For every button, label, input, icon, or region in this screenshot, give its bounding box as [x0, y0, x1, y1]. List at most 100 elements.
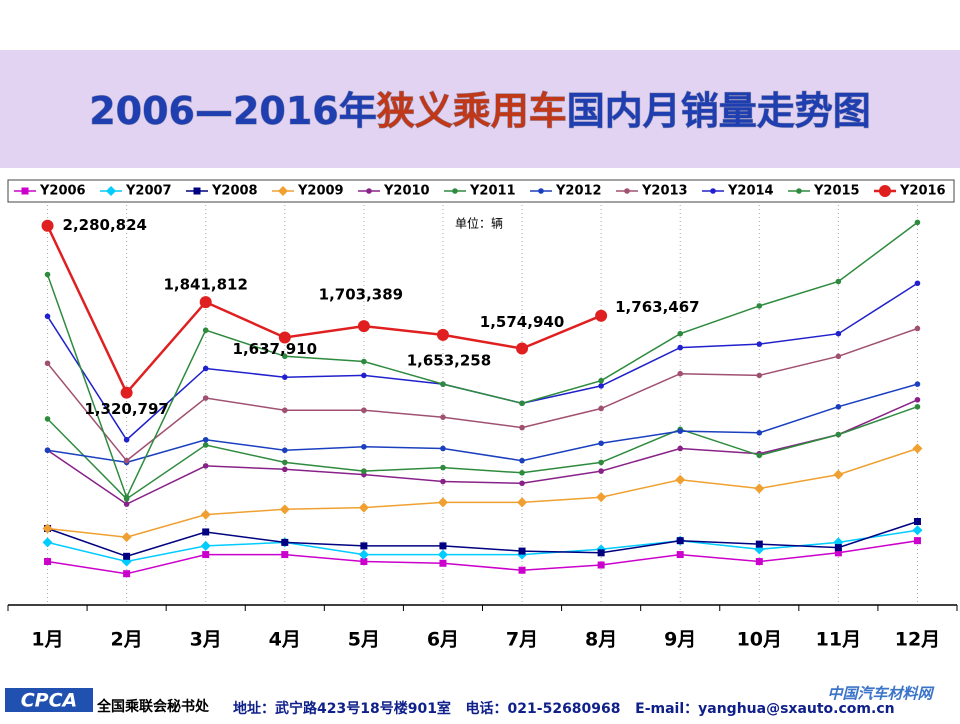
data-label: 1,574,940	[480, 313, 564, 331]
marker	[755, 540, 763, 548]
legend-label: Y2011	[469, 184, 516, 199]
legend-marker	[452, 188, 458, 194]
marker	[439, 542, 447, 550]
legend-marker	[796, 188, 802, 194]
unit-label: 单位：辆	[455, 216, 503, 231]
marker	[360, 542, 368, 550]
legend-label: Y2006	[39, 184, 86, 199]
data-label: 1,763,467	[615, 298, 699, 316]
marker	[519, 470, 525, 476]
logo: CPCA	[21, 690, 78, 712]
marker	[914, 381, 921, 387]
x-tick-label: 9月	[664, 629, 696, 651]
marker	[676, 551, 684, 559]
marker	[437, 497, 448, 508]
marker	[199, 296, 212, 309]
marker	[676, 537, 684, 545]
marker	[281, 538, 289, 546]
title-part: 国内月销量走势图	[567, 89, 871, 133]
x-tick-label: 2月	[111, 629, 143, 651]
x-tick-label: 7月	[506, 629, 538, 651]
marker	[754, 483, 765, 494]
series-line	[47, 399, 918, 505]
marker	[123, 501, 130, 507]
marker	[835, 330, 842, 337]
marker	[44, 416, 51, 422]
marker	[598, 440, 604, 447]
series-line	[46, 225, 602, 395]
marker	[675, 474, 686, 485]
series	[42, 443, 923, 543]
marker	[914, 280, 921, 287]
marker	[756, 430, 763, 436]
data-label: 2,280,824	[63, 216, 147, 234]
x-tick-label: 4月	[269, 629, 301, 651]
series	[44, 403, 921, 502]
marker	[914, 325, 921, 332]
series-line	[46, 221, 918, 500]
marker	[123, 552, 131, 560]
legend-label: Y2013	[641, 184, 688, 199]
x-tick-label: 5月	[348, 629, 380, 651]
marker	[361, 443, 367, 450]
marker	[202, 327, 209, 334]
marker	[835, 353, 842, 360]
x-tick-label: 3月	[190, 629, 222, 651]
marker	[44, 558, 52, 566]
marker	[596, 492, 607, 503]
marker	[437, 549, 448, 560]
marker	[200, 509, 211, 520]
marker	[756, 452, 763, 459]
legend-label: Y2010	[383, 184, 430, 199]
marker	[42, 537, 53, 548]
marker	[440, 445, 446, 452]
legend-marker	[710, 188, 716, 194]
marker	[281, 459, 288, 466]
marker	[200, 540, 211, 551]
legend-label: Y2009	[297, 184, 344, 199]
logo-box	[5, 688, 93, 712]
marker	[598, 377, 604, 384]
data-label: 1,653,258	[407, 351, 491, 369]
series	[44, 325, 921, 464]
marker	[677, 428, 684, 434]
marker	[756, 303, 763, 309]
marker	[913, 537, 921, 545]
marker	[202, 463, 209, 469]
marker	[202, 551, 210, 559]
marker	[756, 372, 763, 379]
marker	[913, 518, 921, 526]
data-label: 1,637,910	[233, 340, 317, 358]
marker	[516, 342, 529, 355]
marker	[755, 558, 763, 566]
legend-marker	[538, 188, 544, 194]
marker	[912, 443, 923, 454]
title-part: 狭义乘用车	[377, 89, 567, 133]
marker	[281, 551, 289, 559]
marker	[361, 468, 367, 474]
footer-contact: 地址：武宁路423号18号楼901室 电话：021-52680968 E-mai…	[233, 700, 895, 717]
x-tick-label: 1月	[31, 629, 63, 651]
marker	[44, 271, 51, 278]
marker	[360, 558, 368, 566]
marker	[595, 309, 608, 322]
series	[44, 518, 921, 560]
legend-label: Y2012	[555, 184, 602, 199]
legend-box	[7, 179, 955, 203]
marker	[436, 328, 449, 341]
marker	[361, 358, 367, 365]
title: 2006—2016年狭义乘用车国内月销量走势图	[89, 89, 871, 133]
marker	[835, 403, 842, 410]
x-tick-label: 6月	[427, 629, 459, 651]
marker	[598, 459, 604, 466]
marker	[519, 480, 525, 487]
marker	[519, 400, 525, 407]
series	[41, 219, 608, 399]
marker	[677, 330, 684, 337]
marker	[518, 566, 526, 574]
marker	[914, 396, 921, 403]
marker	[598, 405, 604, 412]
legend-marker	[879, 185, 891, 197]
marker	[440, 464, 446, 471]
